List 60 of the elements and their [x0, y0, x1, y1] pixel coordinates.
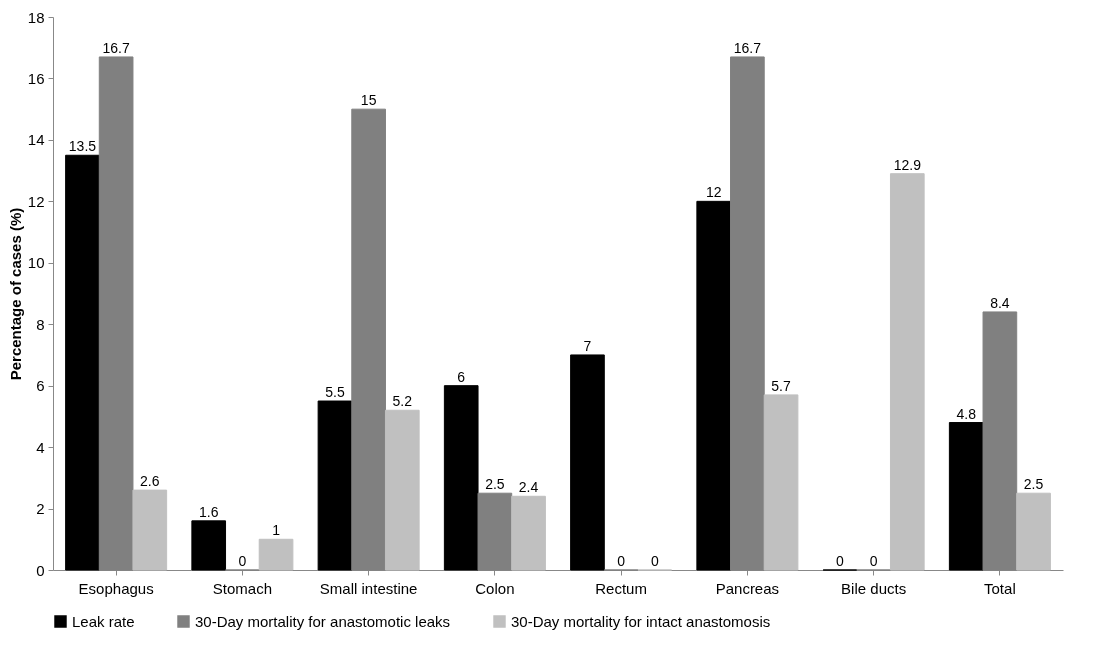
bar: [132, 489, 168, 571]
y-tick-label: 14: [27, 131, 45, 149]
x-tick-label: Bile ducts: [841, 579, 907, 597]
data-label: 0: [617, 553, 626, 569]
x-tick-label: Stomach: [212, 579, 272, 597]
x-tick-label: Total: [984, 579, 1016, 597]
data-label: 13.5: [68, 138, 97, 155]
x-tick-label: Pancreas: [715, 579, 780, 597]
data-label: 16.7: [102, 39, 130, 56]
data-label: 1: [272, 522, 281, 539]
bar: [570, 354, 605, 571]
y-tick-label: 6: [36, 377, 45, 395]
bar: [889, 173, 925, 571]
data-label: 0: [650, 553, 659, 569]
data-label: 8.4: [990, 294, 1010, 311]
y-axis-title: Percentage of cases (%): [6, 207, 24, 381]
data-label: 16.7: [733, 39, 762, 56]
bar: [258, 538, 294, 571]
x-tick-label: Colon: [475, 579, 515, 597]
y-tick-label: 12: [27, 192, 45, 210]
data-label: 6: [457, 368, 466, 385]
x-tick-label: Small intestine: [319, 579, 418, 597]
data-label: 2.4: [518, 479, 539, 496]
data-label: 0: [836, 553, 845, 569]
bar: [317, 400, 353, 571]
bar: [191, 520, 227, 571]
y-tick-label: 2: [36, 500, 45, 518]
y-tick-label: 8: [36, 315, 45, 333]
bar: [948, 422, 984, 571]
data-label: 2.6: [140, 473, 160, 490]
y-tick-label: 18: [27, 8, 45, 26]
bar: [511, 495, 546, 571]
legend-label: 30-Day mortality for intact anastomosis: [511, 612, 771, 630]
data-label: 5.5: [325, 384, 345, 401]
legend-label: Leak rate: [72, 612, 135, 630]
bar: [384, 409, 420, 571]
data-label: 5.7: [771, 377, 791, 394]
data-label: 15: [360, 92, 377, 109]
bar: [1016, 492, 1051, 571]
data-label: 7: [583, 337, 592, 354]
x-tick-label: Rectum: [595, 579, 647, 597]
bar: [65, 154, 100, 571]
data-label: 2.5: [485, 476, 505, 493]
y-tick-label: 4: [36, 438, 45, 456]
y-tick-label: 0: [36, 561, 45, 579]
x-tick-label: Esophagus: [78, 579, 154, 597]
data-label: 12: [705, 184, 722, 201]
bar: [443, 385, 479, 571]
legend-label: 30-Day mortality for anastomotic leaks: [195, 612, 451, 630]
data-label: 5.2: [392, 393, 413, 410]
data-label: 1.6: [198, 503, 219, 520]
data-label: 0: [869, 553, 878, 569]
bar: [763, 394, 799, 571]
data-label: 4.8: [956, 405, 977, 422]
data-label: 0: [238, 553, 247, 569]
data-label: 12.9: [893, 156, 922, 173]
y-tick-label: 16: [27, 69, 45, 87]
data-label: 2.5: [1023, 476, 1044, 493]
bar: [696, 200, 732, 571]
y-tick-label: 10: [27, 254, 45, 272]
